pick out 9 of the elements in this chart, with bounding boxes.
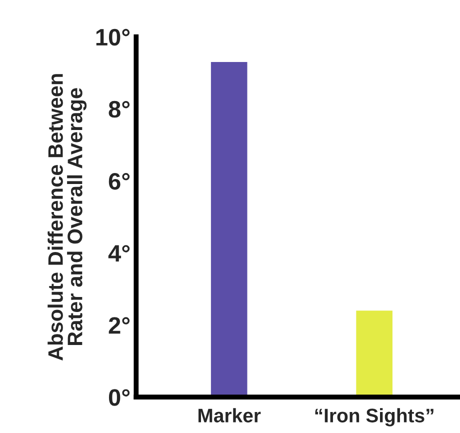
y-tick-label: 4° bbox=[108, 245, 130, 262]
y-tick-label: 2° bbox=[108, 317, 130, 334]
x-tick-label: “Iron Sights” bbox=[315, 408, 434, 426]
y-axis-title: Absolute Difference Between Rater and Overall Average bbox=[48, 74, 87, 361]
y-tick-label: 0° bbox=[108, 389, 130, 406]
y-tick-label: 10° bbox=[96, 28, 130, 46]
x-tick-label: Marker bbox=[198, 408, 261, 422]
y-tick-label: 8° bbox=[108, 100, 130, 118]
y-tick-label: 6° bbox=[108, 172, 130, 190]
